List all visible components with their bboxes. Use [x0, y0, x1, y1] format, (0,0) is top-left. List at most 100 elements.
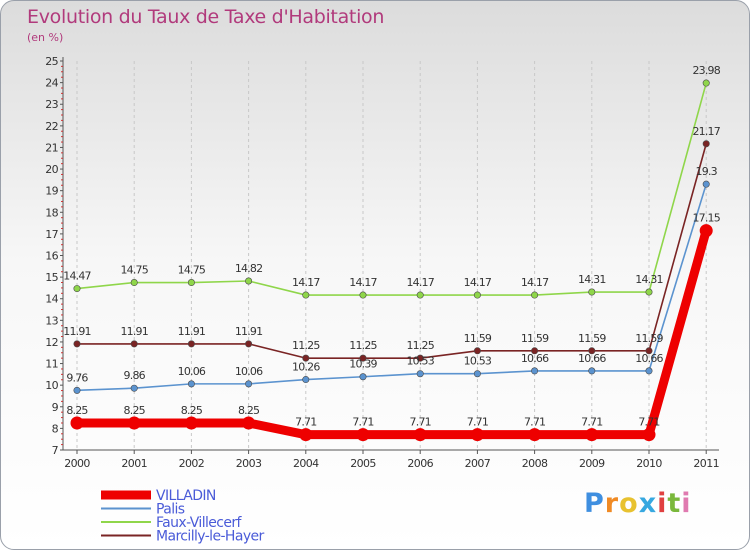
data-point-faux-villecerf [187, 279, 195, 287]
logo-letter: i [657, 488, 668, 519]
data-label-faux-villecerf: 14.17 [464, 276, 492, 289]
data-label-villadin: 17.15 [692, 212, 720, 225]
data-label-villadin: 7.71 [638, 416, 659, 429]
legend-label-marcilly-le-hayer: Marcilly-le-Hayer [156, 529, 265, 545]
legend-label-palis: Palis [156, 502, 185, 518]
data-point-palis [359, 373, 367, 381]
y-tick-label: 16 [45, 250, 58, 263]
data-point-marcilly-le-hayer [130, 340, 138, 348]
data-point-palis [187, 380, 195, 388]
data-point-villadin [127, 416, 141, 430]
y-tick-label: 23 [45, 98, 58, 111]
data-point-palis [302, 376, 310, 384]
x-tick-label: 2007 [465, 457, 491, 470]
y-tick-label: 9 [52, 401, 59, 414]
data-point-marcilly-le-hayer [645, 347, 653, 355]
y-tick-label: 7 [52, 444, 59, 457]
data-point-palis [73, 386, 81, 394]
data-label-villadin: 8.25 [124, 404, 146, 417]
data-point-marcilly-le-hayer [473, 347, 481, 355]
data-label-faux-villecerf: 14.31 [635, 273, 663, 286]
data-point-palis [531, 367, 539, 375]
y-tick-label: 11 [45, 358, 58, 371]
data-label-palis: 9.86 [124, 369, 146, 382]
y-tick-label: 12 [45, 336, 58, 349]
y-tick-label: 20 [45, 163, 58, 176]
data-point-faux-villecerf [302, 291, 310, 299]
proxiti-logo: Proxiti [584, 488, 692, 519]
x-tick-label: 2008 [522, 457, 548, 470]
x-tick-label: 2003 [236, 457, 262, 470]
y-tick-label: 18 [45, 206, 58, 219]
data-point-palis [416, 370, 424, 378]
series-line-palis [76, 183, 708, 392]
data-label-palis: 10.26 [292, 361, 320, 374]
data-point-villadin [356, 428, 370, 442]
data-point-faux-villecerf [130, 279, 138, 287]
x-tick-label: 2001 [121, 457, 147, 470]
y-tick-label: 19 [45, 185, 58, 198]
data-label-villadin: 8.25 [181, 404, 203, 417]
data-label-villadin: 7.71 [410, 416, 431, 429]
data-point-faux-villecerf [588, 288, 596, 296]
data-point-palis [588, 367, 596, 375]
data-point-palis [130, 384, 138, 392]
y-tick-label: 14 [45, 293, 58, 306]
data-point-palis [702, 180, 710, 188]
data-point-marcilly-le-hayer [416, 354, 424, 362]
data-label-palis: 10.06 [178, 365, 206, 378]
data-label-marcilly-le-hayer: 11.59 [578, 332, 606, 345]
data-point-villadin [699, 224, 713, 238]
series-line-villadin [72, 226, 711, 440]
data-point-faux-villecerf [702, 79, 710, 87]
data-point-marcilly-le-hayer [302, 354, 310, 362]
data-point-faux-villecerf [73, 285, 81, 293]
y-tick-label: 13 [45, 314, 58, 327]
data-label-villadin: 7.71 [524, 416, 545, 429]
x-tick-label: 2010 [636, 457, 662, 470]
data-point-palis [645, 367, 653, 375]
data-label-marcilly-le-hayer: 21.17 [692, 125, 720, 138]
logo-letter: r [604, 488, 620, 519]
data-point-villadin [585, 428, 599, 442]
x-tick-label: 2004 [293, 457, 319, 470]
chart-subtitle: (en %) [27, 31, 64, 44]
data-label-palis: 10.66 [635, 352, 663, 365]
data-point-marcilly-le-hayer [187, 340, 195, 348]
logo-letter: o [619, 488, 639, 519]
data-label-marcilly-le-hayer: 11.59 [464, 332, 492, 345]
data-point-villadin [242, 416, 256, 430]
data-label-faux-villecerf: 14.75 [120, 264, 148, 277]
logo-letter: P [584, 488, 605, 519]
x-tick-label: 2005 [350, 457, 376, 470]
data-label-palis: 10.39 [349, 358, 377, 371]
data-label-marcilly-le-hayer: 11.91 [178, 325, 206, 338]
x-tick-label: 2002 [179, 457, 205, 470]
data-label-palis: 10.66 [578, 352, 606, 365]
data-point-faux-villecerf [416, 291, 424, 299]
data-point-marcilly-le-hayer [531, 347, 539, 355]
chart-title: Evolution du Taux de Taxe d'Habitation [27, 6, 385, 28]
y-tick-label: 17 [45, 228, 58, 241]
data-label-villadin: 8.25 [238, 404, 260, 417]
x-tick-label: 2011 [693, 457, 719, 470]
data-point-marcilly-le-hayer [702, 140, 710, 148]
data-label-marcilly-le-hayer: 11.59 [521, 332, 549, 345]
data-point-villadin [470, 428, 484, 442]
y-tick-label: 10 [45, 379, 58, 392]
data-label-faux-villecerf: 14.17 [406, 276, 434, 289]
data-point-faux-villecerf [245, 277, 253, 285]
data-label-marcilly-le-hayer: 11.25 [292, 339, 320, 352]
data-point-faux-villecerf [531, 291, 539, 299]
data-label-villadin: 8.25 [66, 404, 88, 417]
x-tick-label: 2006 [407, 457, 433, 470]
x-tick-label: 2000 [64, 457, 90, 470]
data-label-palis: 19.3 [696, 165, 718, 178]
data-label-palis: 9.76 [66, 371, 88, 384]
x-tick-label: 2009 [579, 457, 605, 470]
legend-label-villadin: VILLADIN [156, 488, 216, 504]
data-label-marcilly-le-hayer: 11.91 [120, 325, 148, 338]
data-label-marcilly-le-hayer: 11.91 [63, 325, 91, 338]
data-point-marcilly-le-hayer [359, 354, 367, 362]
